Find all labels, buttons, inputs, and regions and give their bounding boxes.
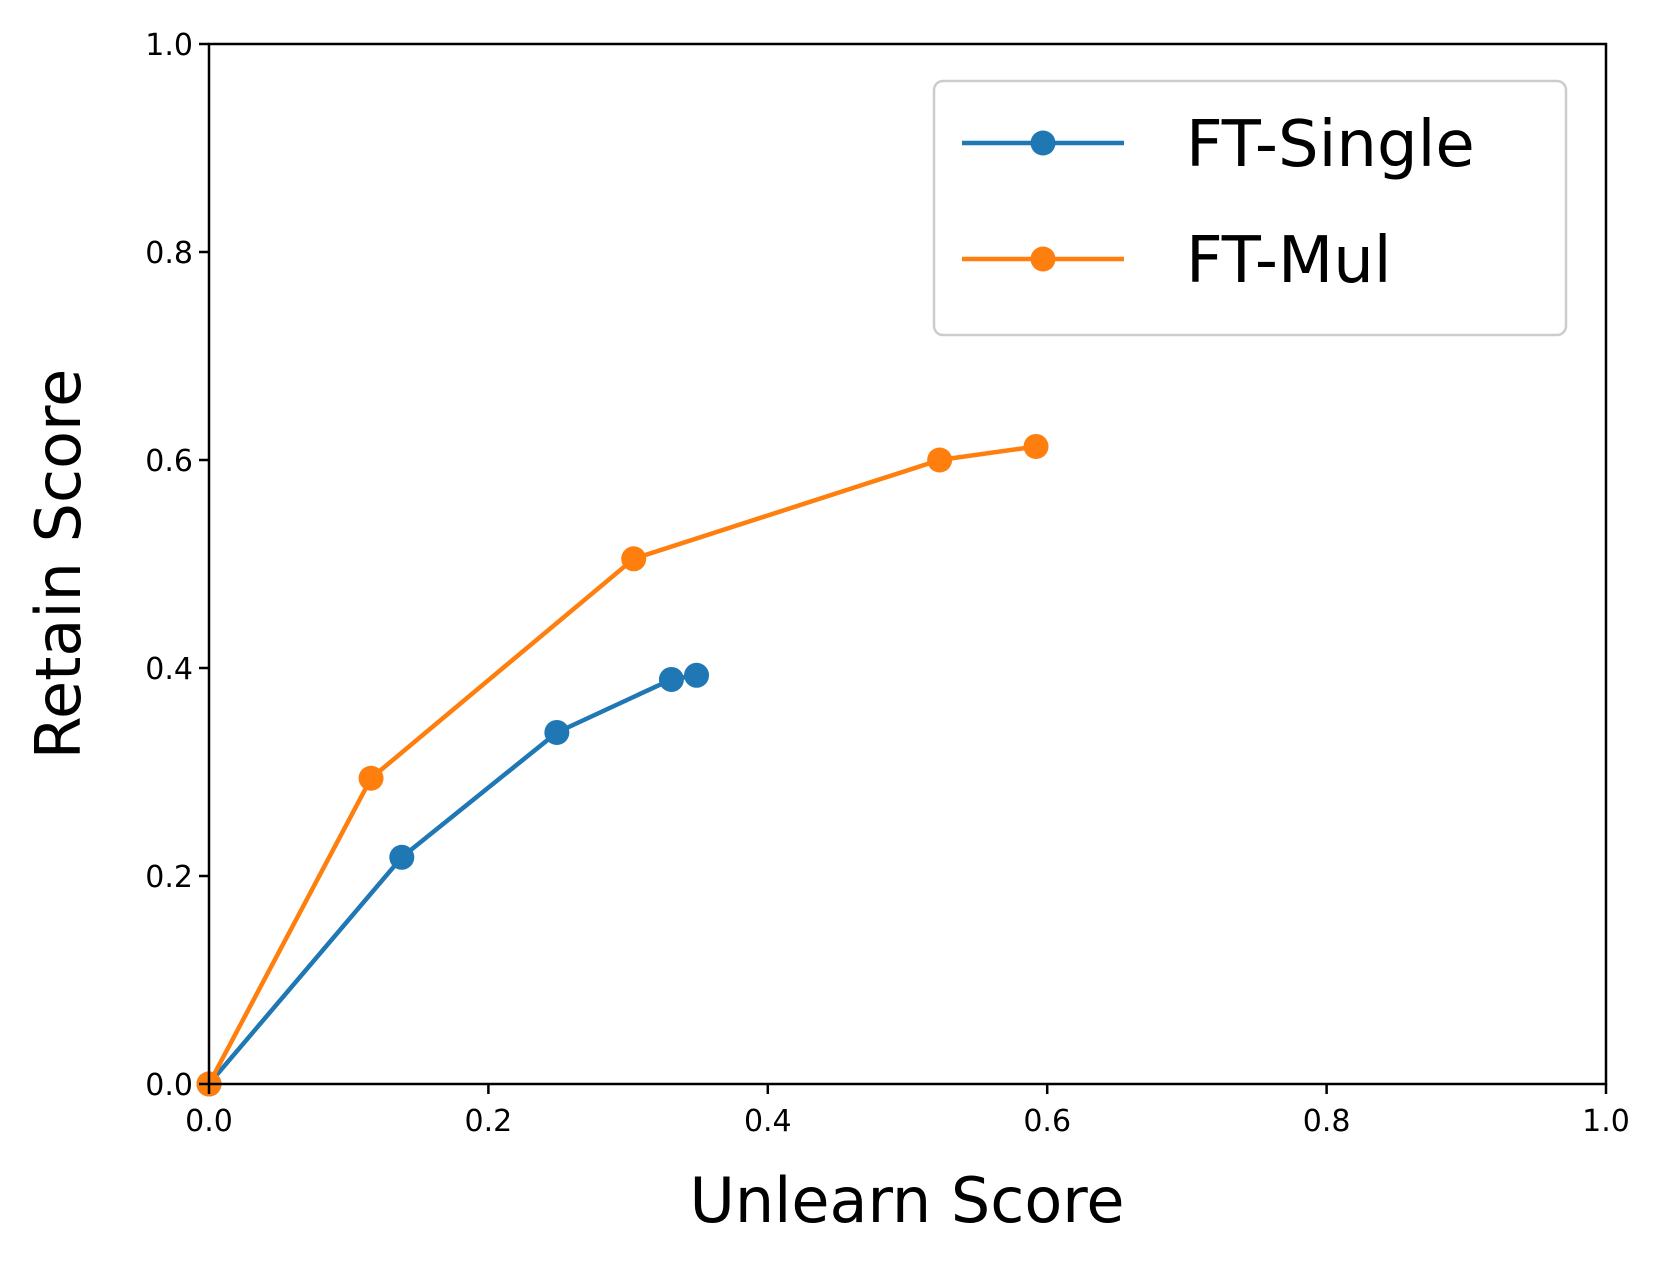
x-tick-label: 0.6: [1023, 1104, 1071, 1139]
y-tick-label: 1.0: [145, 28, 193, 63]
y-axis: 0.0 0.2 0.4 0.6 0.8 1.0: [145, 28, 209, 1103]
legend-entry: FT-Single: [962, 108, 1475, 182]
y-tick-label: 0.0: [145, 1068, 193, 1103]
y-tick-label: 0.8: [145, 236, 193, 271]
legend: FT-Single FT-Mul: [932, 79, 1568, 337]
y-tick-label: 0.4: [145, 652, 193, 687]
x-axis: 0.0 0.2 0.4 0.6 0.8 1.0: [185, 1084, 1630, 1139]
legend-label: FT-Mul: [1186, 224, 1392, 298]
data-point: [658, 666, 684, 692]
data-point: [544, 719, 570, 745]
data-point: [358, 765, 384, 791]
data-point: [389, 844, 415, 870]
x-tick-label: 0.0: [185, 1104, 233, 1139]
plot-area-frame: [207, 42, 1608, 1086]
x-tick-label: 0.4: [744, 1104, 792, 1139]
x-tick-label: 1.0: [1582, 1104, 1630, 1139]
legend-marker: [1030, 246, 1056, 272]
y-tick-label: 0.2: [145, 860, 193, 895]
data-point: [1023, 433, 1049, 459]
y-tick-label: 0.6: [145, 444, 193, 479]
y-axis-title: Retain Score: [22, 369, 95, 760]
x-tick-label: 0.2: [465, 1104, 513, 1139]
x-tick-label: 0.8: [1303, 1104, 1351, 1139]
data-point: [684, 662, 710, 688]
legend-entry: FT-Mul: [962, 224, 1392, 298]
legend-label: FT-Single: [1186, 108, 1475, 182]
data-point: [621, 546, 647, 572]
legend-marker: [1030, 130, 1056, 156]
x-axis-title: Unlearn Score: [689, 1164, 1124, 1237]
data-point: [927, 447, 953, 473]
